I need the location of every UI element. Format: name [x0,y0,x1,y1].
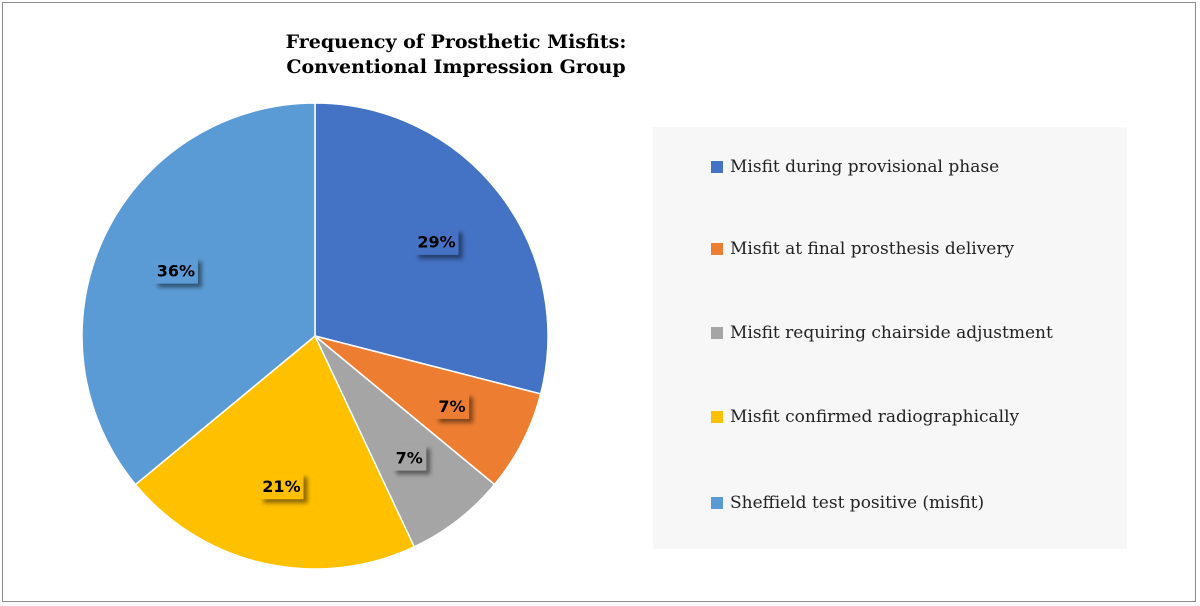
chart-title-line-1: Frequency of Prosthetic Misfits: [285,31,627,53]
legend-swatch [711,497,723,509]
legend-item-provisional-phase: Misfit during provisional phase [711,157,999,177]
pie-slice-misfit-requiring-chairside-adjustment [314,335,496,548]
legend-label: Misfit requiring chairside adjustment [730,323,1053,343]
data-label-box [414,228,459,255]
data-label-misfit-confirmed-radiographically: 21% [259,473,304,500]
pie-slice-sheffield-test-positive-misfit [81,102,316,486]
legend-item-radiographic: Misfit confirmed radiographically [711,407,1019,427]
pie-chart: 29% 7% 7% 21% 36% [81,102,549,570]
data-label-text: 21% [262,477,300,496]
data-label-sheffield-test-positive-misfit: 36% [153,257,198,284]
legend-item-sheffield-test: Sheffield test positive (misfit) [711,493,984,513]
data-label-box [259,473,304,500]
data-label-text: 7% [396,449,423,468]
data-label-text: 7% [438,397,465,416]
chart-title-line-2: Conventional Impression Group [286,56,626,78]
legend-swatch [711,161,723,173]
legend-label: Misfit during provisional phase [730,157,1000,177]
legend-item-final-delivery: Misfit at final prosthesis delivery [711,239,1014,259]
data-label-misfit-at-final-prosthesis-delivery: 7% [435,392,470,419]
pie-slice-misfit-confirmed-radiographically [134,334,416,570]
legend-swatch [711,327,723,339]
data-label-box [435,392,470,419]
legend-swatch [711,243,723,255]
legend-label: Misfit at final prosthesis delivery [730,239,1015,259]
data-label-text: 36% [157,262,195,281]
legend-swatch [711,411,723,423]
legend: Misfit during provisional phase Misfit a… [653,127,1127,549]
legend-label: Sheffield test positive (misfit) [730,493,985,513]
data-label-text: 29% [417,233,455,252]
data-label-box [153,257,198,284]
data-label-box [392,444,427,471]
legend-label: Misfit confirmed radiographically [730,407,1020,427]
chart-title: Frequency of Prosthetic Misfits: Convent… [3,30,909,80]
pie-slice-misfit-at-final-prosthesis-delivery [314,335,542,486]
legend-item-chairside-adjustment: Misfit requiring chairside adjustment [711,323,1053,343]
data-label-misfit-requiring-chairside-adjustment: 7% [392,444,427,471]
data-label-misfit-during-provisional-phase: 29% [414,228,459,255]
